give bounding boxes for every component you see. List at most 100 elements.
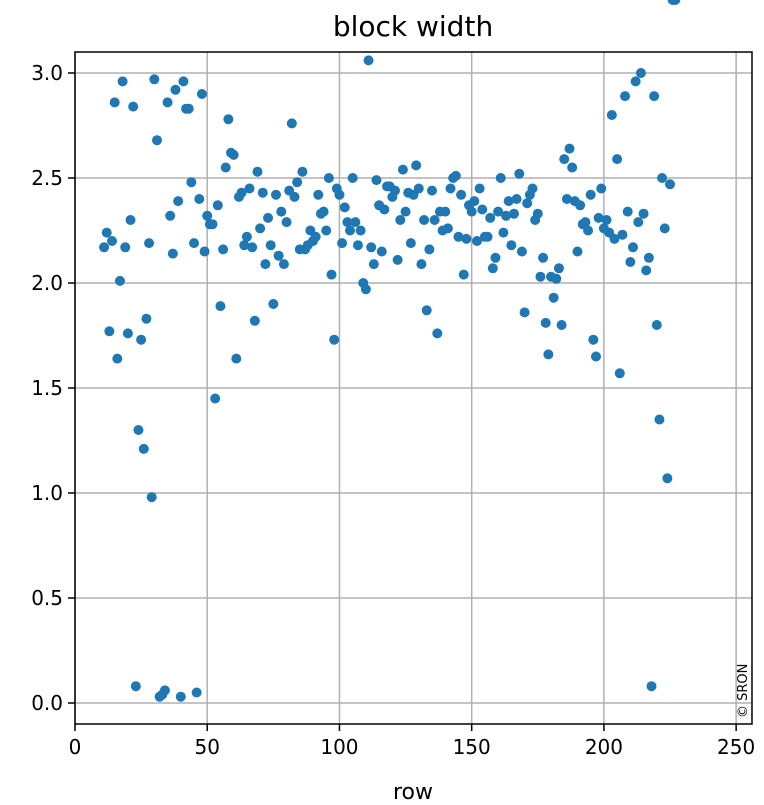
data-point [445, 183, 456, 194]
data-point [321, 225, 332, 236]
data-point [178, 76, 189, 87]
x-tick-label: 250 [717, 735, 755, 759]
data-point [109, 97, 120, 108]
data-point [342, 217, 353, 228]
data-point [368, 259, 379, 270]
data-point [392, 254, 403, 265]
data-point [366, 242, 377, 253]
y-axis-ticks: 0.0 0.5 1.0 1.5 2.0 2.5 3.0 [31, 61, 75, 715]
data-point [630, 76, 641, 87]
data-point [212, 200, 223, 211]
data-point [567, 162, 578, 173]
data-point [638, 208, 649, 219]
data-point [487, 263, 498, 274]
data-point [360, 284, 371, 295]
data-point [627, 242, 638, 253]
data-point [596, 183, 607, 194]
data-point [278, 259, 289, 270]
data-point [620, 91, 631, 102]
sron-watermark: © SRON [736, 664, 751, 718]
data-point [194, 194, 205, 204]
data-point [210, 393, 221, 404]
data-point [247, 242, 258, 253]
data-point [120, 242, 131, 253]
data-point [416, 259, 427, 270]
x-tick-label: 0 [69, 735, 82, 759]
data-point [207, 219, 218, 230]
data-point [654, 414, 665, 425]
data-point [649, 91, 660, 102]
data-point [236, 187, 247, 198]
data-point [424, 244, 435, 255]
data-point [281, 217, 292, 228]
data-point [162, 97, 173, 108]
data-point [339, 202, 350, 213]
data-point [165, 210, 176, 221]
data-point [191, 687, 202, 698]
data-point [244, 183, 255, 194]
data-point [421, 305, 432, 316]
data-point [112, 353, 123, 364]
y-tick-label: 2.0 [31, 271, 63, 295]
data-point [114, 275, 125, 286]
data-point [498, 227, 509, 238]
x-axis-ticks: 0 50 100 150 200 250 [69, 724, 755, 759]
data-point [622, 206, 633, 217]
data-point [635, 68, 646, 78]
grid-lines [74, 52, 752, 724]
data-point [427, 185, 438, 196]
data-point [466, 206, 477, 217]
data-point [196, 89, 207, 99]
data-point [170, 84, 181, 95]
data-point [625, 257, 636, 267]
data-point [601, 215, 612, 225]
data-point [477, 204, 488, 215]
data-point [289, 191, 300, 202]
data-point [276, 206, 287, 217]
data-point [215, 301, 226, 312]
data-point [413, 183, 424, 194]
data-point [151, 135, 162, 146]
data-point [556, 320, 567, 330]
data-point [228, 149, 239, 160]
x-tick-label: 50 [195, 735, 220, 759]
data-point [122, 328, 133, 339]
data-point [371, 175, 382, 186]
data-point [202, 210, 213, 221]
data-point [614, 368, 625, 379]
data-point [522, 198, 533, 209]
data-point [334, 189, 345, 200]
data-point [141, 313, 152, 324]
y-tick-label: 0.0 [31, 691, 63, 715]
data-point [310, 231, 321, 242]
data-point [583, 225, 594, 236]
data-point [511, 194, 522, 204]
data-point [538, 252, 549, 263]
data-point [493, 206, 504, 217]
data-point [159, 685, 170, 696]
data-point [553, 263, 564, 274]
data-point [461, 233, 472, 244]
data-point [241, 231, 252, 242]
data-point [173, 196, 184, 207]
data-point [442, 223, 453, 234]
data-point [347, 173, 358, 183]
data-point [501, 210, 512, 221]
data-point [136, 334, 147, 345]
data-point [376, 246, 387, 257]
data-point [329, 334, 340, 345]
data-point [503, 196, 514, 207]
data-point [183, 103, 194, 114]
data-point [575, 200, 586, 211]
data-point [220, 162, 231, 173]
data-point [548, 292, 559, 303]
data-point [107, 236, 118, 246]
data-point [263, 212, 274, 223]
data-point [633, 217, 644, 228]
data-point [411, 160, 422, 171]
data-point [646, 681, 657, 692]
data-point [665, 179, 676, 190]
x-tick-label: 150 [453, 735, 491, 759]
data-point [651, 320, 662, 330]
data-point [490, 252, 501, 263]
